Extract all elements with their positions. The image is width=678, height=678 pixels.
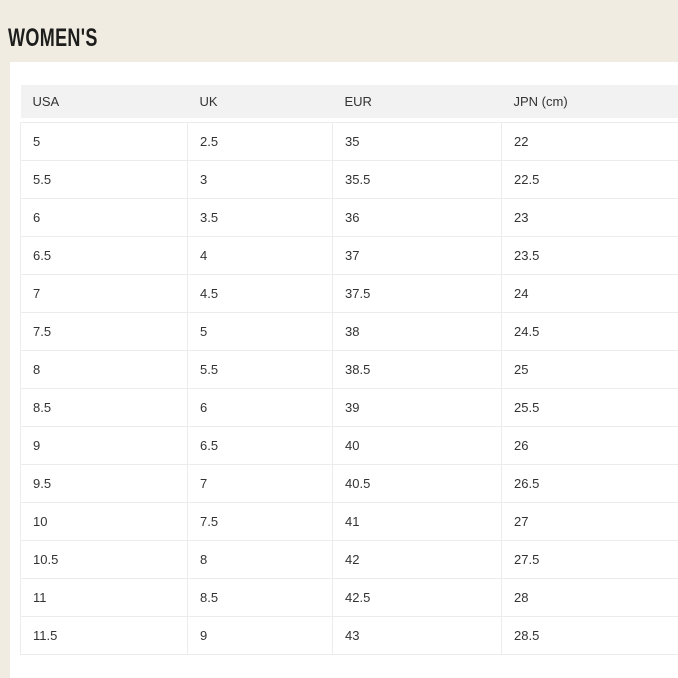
table-cell: 7.5 xyxy=(187,501,333,541)
table-cell: 35.5 xyxy=(332,159,502,199)
table-cell: 22.5 xyxy=(501,159,678,199)
table-cell: 42 xyxy=(332,539,502,579)
table-cell: 42.5 xyxy=(332,577,502,617)
table-cell: 24.5 xyxy=(501,311,678,351)
column-header-uk: UK xyxy=(187,85,333,122)
table-cell: 26.5 xyxy=(501,463,678,503)
table-cell: 9.5 xyxy=(20,463,188,503)
table-cell: 3.5 xyxy=(187,197,333,237)
table-cell: 11.5 xyxy=(20,615,188,655)
table-cell: 7.5 xyxy=(20,311,188,351)
table-cell: 24 xyxy=(501,273,678,313)
table-cell: 4 xyxy=(187,235,333,275)
table-cell: 40.5 xyxy=(332,463,502,503)
table-header: USA UK EUR JPN (cm) xyxy=(20,85,678,122)
table-cell: 8 xyxy=(187,539,333,579)
table-cell: 7 xyxy=(20,273,188,313)
table-cell: 27 xyxy=(501,501,678,541)
table-row: 9.5 7 40.5 26.5 xyxy=(20,463,678,503)
table-cell: 3 xyxy=(187,159,333,199)
table-cell: 5.5 xyxy=(187,349,333,389)
table-cell: 25.5 xyxy=(501,387,678,427)
table-cell: 6 xyxy=(187,387,333,427)
table-row: 10.5 8 42 27.5 xyxy=(20,539,678,579)
table-row: 6 3.5 36 23 xyxy=(20,197,678,237)
table-body: 5 2.5 35 22 5.5 3 35.5 22.5 6 3.5 36 23 6.5 4 37 23.5 7 4… xyxy=(20,121,678,655)
table-cell: 37 xyxy=(332,235,502,275)
table-header-row: USA UK EUR JPN (cm) xyxy=(20,85,678,122)
table-cell: 5 xyxy=(187,311,333,351)
table-row: 11.5 9 43 28.5 xyxy=(20,615,678,655)
table-row: 5 2.5 35 22 xyxy=(20,121,678,161)
table-cell: 10.5 xyxy=(20,539,188,579)
table-cell: 26 xyxy=(501,425,678,465)
table-cell: 7 xyxy=(187,463,333,503)
page-title: WOMEN'S xyxy=(8,24,98,52)
table-cell: 8.5 xyxy=(187,577,333,617)
column-header-usa: USA xyxy=(20,85,188,122)
table-cell: 11 xyxy=(20,577,188,617)
table-cell: 6.5 xyxy=(187,425,333,465)
table-row: 5.5 3 35.5 22.5 xyxy=(20,159,678,199)
table-cell: 8 xyxy=(20,349,188,389)
table-cell: 39 xyxy=(332,387,502,427)
table-cell: 23 xyxy=(501,197,678,237)
table-cell: 28.5 xyxy=(501,615,678,655)
table-cell: 10 xyxy=(20,501,188,541)
size-conversion-table: USA UK EUR JPN (cm) 5 2.5 35 22 5.5 3 35.5 22.5… xyxy=(20,85,678,655)
column-header-jpn: JPN (cm) xyxy=(501,85,678,122)
table-cell: 9 xyxy=(20,425,188,465)
table-cell: 43 xyxy=(332,615,502,655)
table-cell: 5 xyxy=(20,121,188,161)
table-cell: 2.5 xyxy=(187,121,333,161)
table-cell: 22 xyxy=(501,121,678,161)
table-cell: 6 xyxy=(20,197,188,237)
table-row: 7.5 5 38 24.5 xyxy=(20,311,678,351)
table-cell: 38.5 xyxy=(332,349,502,389)
table-cell: 38 xyxy=(332,311,502,351)
table-cell: 23.5 xyxy=(501,235,678,275)
table-cell: 28 xyxy=(501,577,678,617)
table-cell: 41 xyxy=(332,501,502,541)
table-row: 11 8.5 42.5 28 xyxy=(20,577,678,617)
size-chart-card: USA UK EUR JPN (cm) 5 2.5 35 22 5.5 3 35.5 22.5… xyxy=(10,62,678,678)
table-cell: 40 xyxy=(332,425,502,465)
table-cell: 36 xyxy=(332,197,502,237)
table-cell: 35 xyxy=(332,121,502,161)
table-cell: 25 xyxy=(501,349,678,389)
column-header-eur: EUR xyxy=(332,85,502,122)
table-cell: 6.5 xyxy=(20,235,188,275)
table-cell: 5.5 xyxy=(20,159,188,199)
table-cell: 9 xyxy=(187,615,333,655)
table-cell: 8.5 xyxy=(20,387,188,427)
table-row: 10 7.5 41 27 xyxy=(20,501,678,541)
table-cell: 4.5 xyxy=(187,273,333,313)
table-row: 6.5 4 37 23.5 xyxy=(20,235,678,275)
table-row: 7 4.5 37.5 24 xyxy=(20,273,678,313)
table-row: 9 6.5 40 26 xyxy=(20,425,678,465)
table-cell: 37.5 xyxy=(332,273,502,313)
table-row: 8 5.5 38.5 25 xyxy=(20,349,678,389)
table-cell: 27.5 xyxy=(501,539,678,579)
table-row: 8.5 6 39 25.5 xyxy=(20,387,678,427)
